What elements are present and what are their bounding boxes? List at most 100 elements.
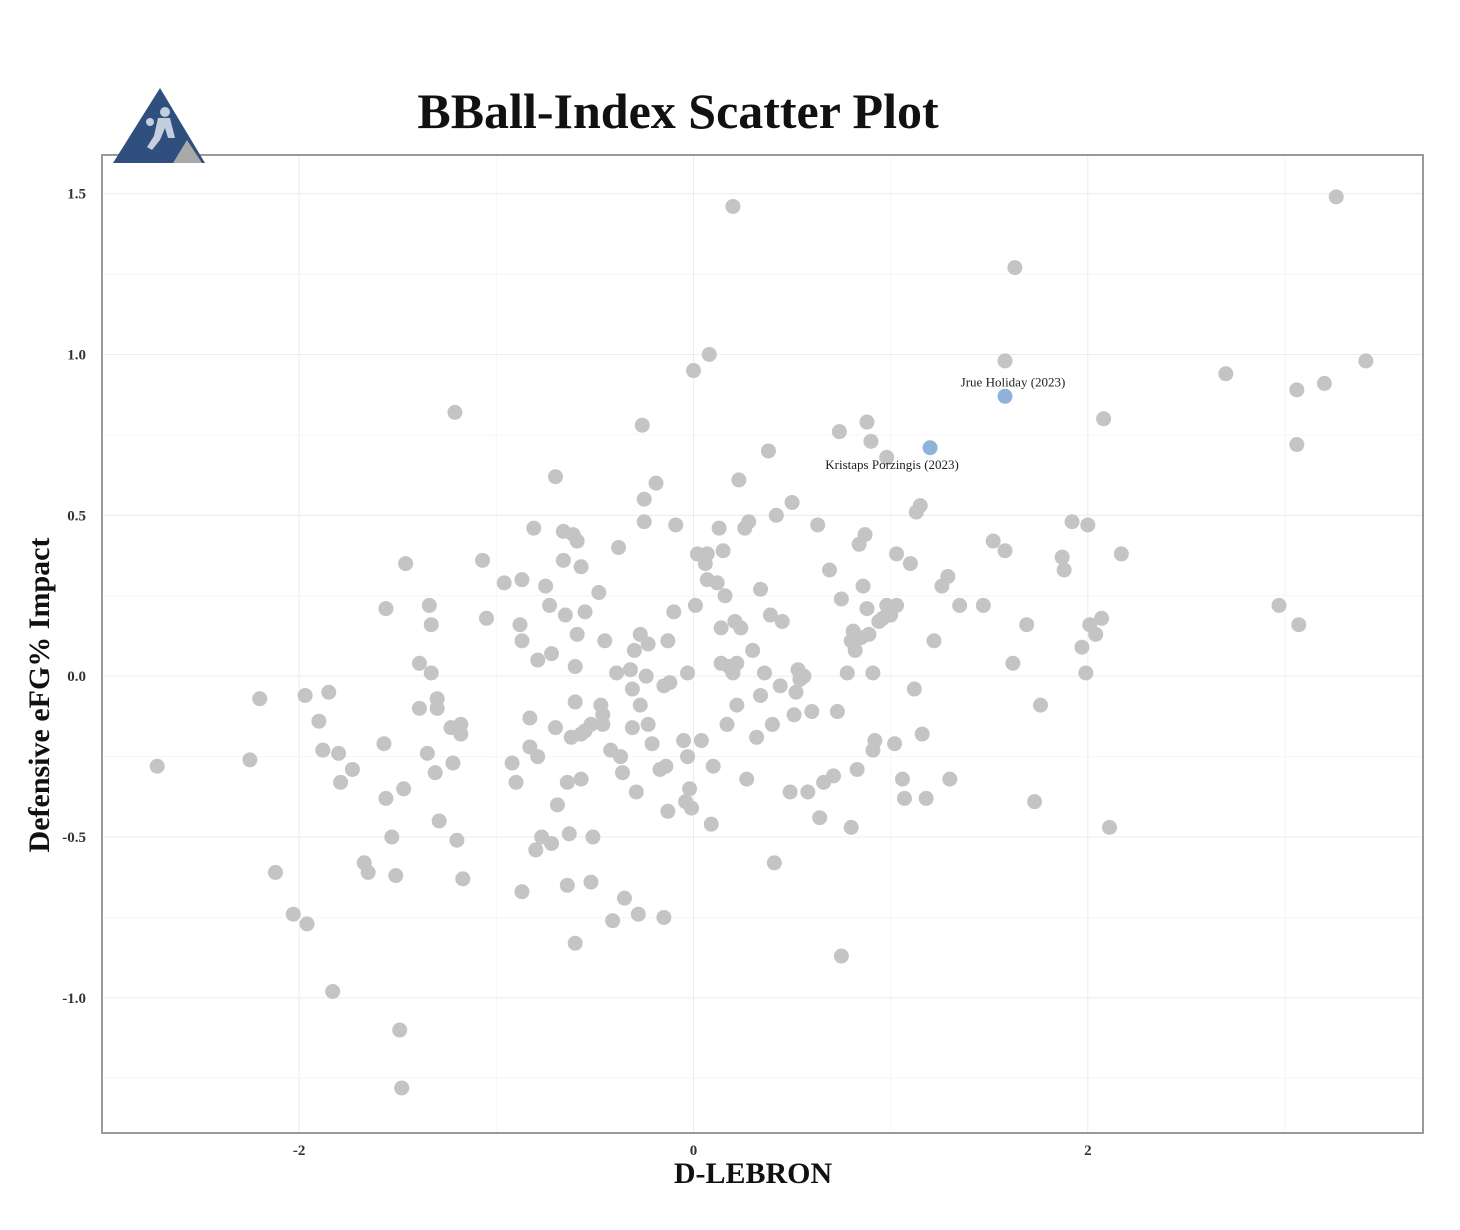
data-point — [926, 633, 942, 649]
y-tick-label: -0.5 — [62, 830, 86, 846]
y-axis-label: Defensive eFG% Impact — [23, 538, 56, 853]
data-point — [542, 597, 558, 613]
data-point — [252, 691, 268, 707]
data-point — [431, 813, 447, 829]
data-point — [825, 768, 841, 784]
data-point — [942, 771, 958, 787]
data-point — [701, 346, 717, 362]
data-point — [569, 626, 585, 642]
data-point — [445, 755, 461, 771]
y-tick-label: 0.5 — [67, 508, 86, 524]
highlighted-point — [922, 440, 938, 456]
data-point — [569, 533, 585, 549]
data-point — [658, 758, 674, 774]
data-point — [547, 720, 563, 736]
data-point — [849, 761, 865, 777]
data-point — [1289, 437, 1305, 453]
data-point — [762, 607, 778, 623]
data-point — [567, 694, 583, 710]
data-point — [1291, 617, 1307, 633]
data-point — [557, 607, 573, 623]
data-point — [687, 597, 703, 613]
data-point — [717, 588, 733, 604]
data-point — [376, 736, 392, 752]
data-point — [711, 520, 727, 536]
data-point — [855, 578, 871, 594]
data-point — [512, 617, 528, 633]
data-point — [311, 713, 327, 729]
data-point — [636, 491, 652, 507]
plot-frame — [101, 154, 1424, 1134]
data-point — [810, 517, 826, 533]
data-point — [514, 633, 530, 649]
data-point — [1056, 562, 1072, 578]
data-point — [839, 665, 855, 681]
data-point — [1088, 626, 1104, 642]
data-point — [709, 575, 725, 591]
data-point — [321, 684, 337, 700]
data-point — [544, 646, 560, 662]
data-point — [530, 652, 546, 668]
data-point — [857, 527, 873, 543]
data-point — [624, 720, 640, 736]
data-point — [656, 909, 672, 925]
data-point — [360, 864, 376, 880]
data-point — [508, 774, 524, 790]
data-point — [419, 745, 435, 761]
data-point — [411, 655, 427, 671]
data-point — [538, 578, 554, 594]
data-point — [285, 906, 301, 922]
x-axis-label: D-LEBRON — [674, 1157, 833, 1190]
data-point — [455, 871, 471, 887]
data-point — [522, 710, 538, 726]
data-point — [453, 726, 469, 742]
data-point — [739, 771, 755, 787]
data-point — [918, 790, 934, 806]
data-point — [396, 781, 412, 797]
data-point — [666, 604, 682, 620]
data-point — [997, 353, 1013, 369]
data-point — [630, 906, 646, 922]
data-point — [378, 790, 394, 806]
x-tick-label: -2 — [293, 1143, 306, 1159]
data-point — [595, 716, 611, 732]
data-point — [1064, 514, 1080, 530]
data-point — [384, 829, 400, 845]
data-point — [660, 633, 676, 649]
data-point — [394, 1080, 410, 1096]
data-point — [1019, 617, 1035, 633]
data-point — [1358, 353, 1374, 369]
data-point — [299, 916, 315, 932]
data-point — [544, 835, 560, 851]
data-point — [242, 752, 258, 768]
data-point — [693, 733, 709, 749]
data-point — [449, 832, 465, 848]
data-point — [680, 749, 696, 765]
data-point — [1080, 517, 1096, 533]
data-point — [615, 765, 631, 781]
data-point — [632, 697, 648, 713]
data-point — [867, 733, 883, 749]
data-point — [648, 475, 664, 491]
data-point — [1328, 189, 1344, 205]
data-point — [896, 790, 912, 806]
point-annotation: Jrue Holiday (2023) — [961, 374, 1066, 389]
data-point — [764, 716, 780, 732]
data-point — [975, 597, 991, 613]
data-point — [756, 665, 772, 681]
data-point — [1096, 411, 1112, 427]
data-point — [1113, 546, 1129, 562]
data-point — [952, 597, 968, 613]
data-points — [149, 189, 1374, 1096]
data-point — [427, 765, 443, 781]
data-point — [684, 800, 700, 816]
data-point — [766, 855, 782, 871]
data-point — [831, 424, 847, 440]
data-point — [705, 758, 721, 774]
data-point — [676, 733, 692, 749]
data-point — [378, 601, 394, 617]
data-point — [889, 597, 905, 613]
data-point — [804, 704, 820, 720]
data-point — [812, 810, 828, 826]
